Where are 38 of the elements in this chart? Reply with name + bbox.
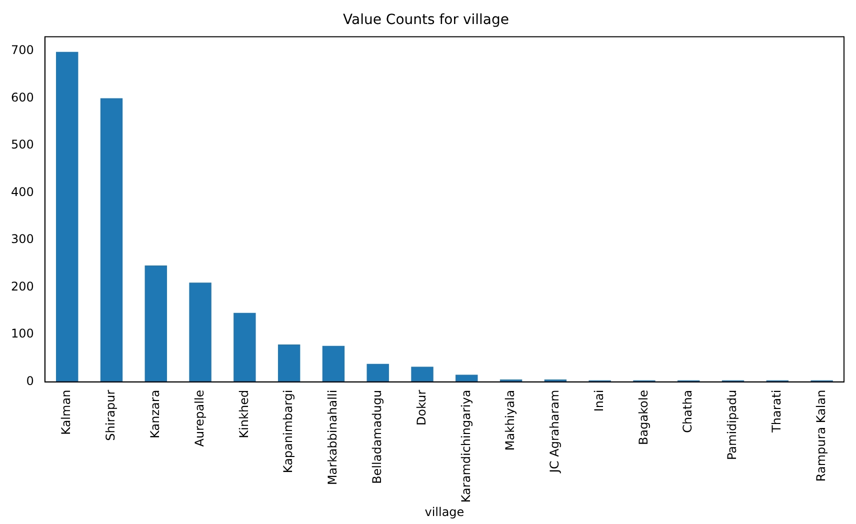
x-tick-label: Kinkhed [236, 390, 251, 438]
x-tick-label: Bagakole [636, 390, 650, 445]
x-tick-label: Inai [592, 390, 606, 412]
x-tick-label: Kalman [59, 390, 74, 435]
x-tick-label: Kapanimbargi [281, 390, 296, 474]
y-tick-label: 0 [26, 374, 34, 388]
bar [366, 364, 389, 382]
y-tick-label: 200 [11, 279, 34, 294]
x-tick-label: JC Agraharam [548, 390, 562, 474]
y-tick-label: 700 [11, 43, 34, 58]
x-tick-label: Dokur [414, 390, 428, 426]
bar [234, 312, 256, 382]
x-tick-label: Tharati [770, 390, 784, 434]
x-tick-label: Chatha [680, 390, 695, 433]
y-tick-label: 400 [11, 184, 34, 199]
bar [189, 282, 212, 382]
chart-title: Value Counts for village [343, 12, 509, 28]
x-tick-label: Rampura Kalan [814, 390, 828, 482]
x-axis-title: village [424, 504, 464, 519]
y-tick-label: 100 [11, 326, 34, 341]
bar [278, 344, 300, 382]
y-tick-label: 600 [11, 90, 34, 104]
bar [56, 52, 78, 382]
x-tick-label: Belladamadugu [370, 390, 384, 484]
x-tick-label: Pamidipadu [725, 390, 740, 460]
bar [100, 98, 123, 382]
bar [456, 374, 478, 382]
x-tick-label: Karamdichingariya [458, 390, 473, 503]
x-tick-label: Shirapur [104, 390, 118, 441]
y-tick-label: 500 [11, 138, 34, 152]
x-tick-label: Markabbinahalli [326, 390, 340, 486]
x-tick-label: Aurepalle [192, 390, 206, 447]
bar [411, 366, 434, 382]
bar [144, 266, 167, 382]
y-tick-label: 300 [11, 232, 34, 246]
x-tick-label: Makhiyala [503, 390, 518, 451]
x-tick-label: Kanzara [148, 390, 162, 438]
bar [322, 346, 345, 382]
